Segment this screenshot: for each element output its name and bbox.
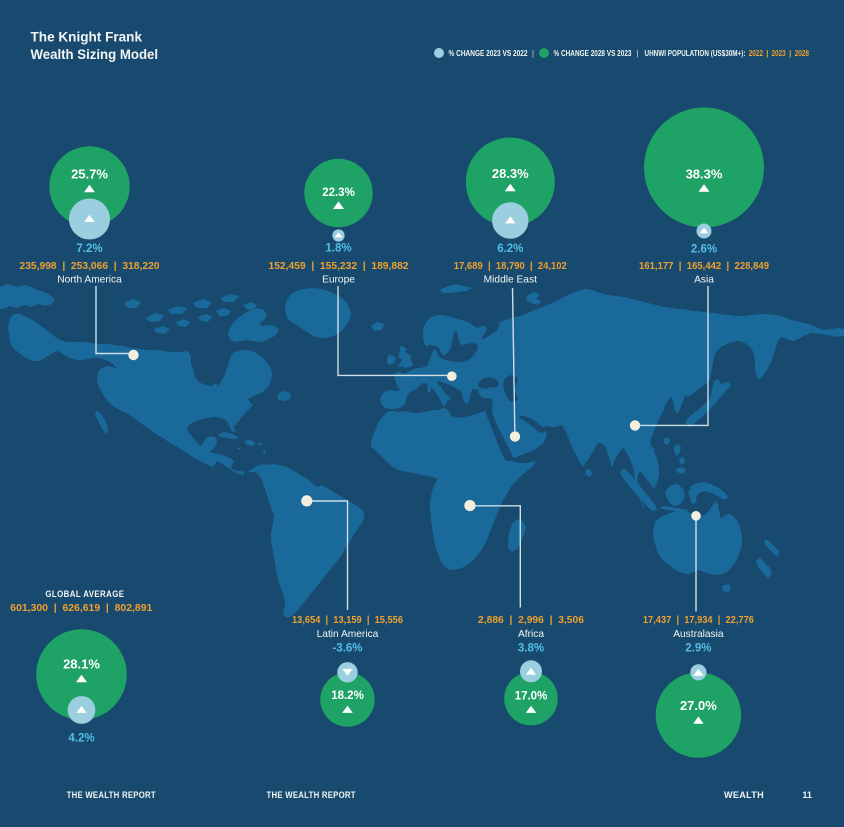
svg-text:25.7%: 25.7% bbox=[71, 167, 108, 182]
svg-text:Middle East: Middle East bbox=[484, 275, 537, 286]
svg-text:161,177 | 165,442 | 228,84: 161,177 | 165,442 | 228,849 bbox=[639, 260, 769, 272]
svg-text:UHNWI POPULATION (US$30M+):: UHNWI POPULATION (US$30M+): bbox=[645, 49, 746, 58]
svg-text:% CHANGE 2023 VS 2022: % CHANGE 2023 VS 2022 bbox=[449, 49, 529, 58]
svg-text:GLOBAL AVERAGE: GLOBAL AVERAGE bbox=[45, 589, 124, 600]
svg-text:2,886 | 2,996 | 3,506: 2,886 | 2,996 | 3,506 bbox=[478, 614, 584, 626]
svg-text:|: | bbox=[636, 49, 638, 58]
svg-text:18.2%: 18.2% bbox=[331, 690, 364, 702]
svg-text:2.9%: 2.9% bbox=[685, 642, 711, 654]
svg-text:Australasia: Australasia bbox=[673, 629, 724, 640]
svg-text:27.0%: 27.0% bbox=[680, 698, 717, 713]
svg-text:THE WEALTH REPORT: THE WEALTH REPORT bbox=[67, 789, 156, 800]
svg-text:|: | bbox=[532, 49, 534, 58]
svg-text:152,459 | 155,232 | 189,88: 152,459 | 155,232 | 189,882 bbox=[269, 260, 409, 272]
svg-text:Europe: Europe bbox=[322, 275, 355, 286]
svg-text:17,689 | 18,790 | 24,102: 17,689 | 18,790 | 24,102 bbox=[454, 260, 567, 272]
svg-text:The Knight Frank: The Knight Frank bbox=[31, 30, 143, 45]
svg-text:17.0%: 17.0% bbox=[515, 690, 548, 702]
svg-text:17,437 | 17,934 | 22,776: 17,437 | 17,934 | 22,776 bbox=[643, 614, 754, 626]
svg-text:2028: 2028 bbox=[795, 49, 810, 58]
svg-text:2023: 2023 bbox=[772, 49, 787, 58]
svg-text:28.1%: 28.1% bbox=[63, 657, 100, 672]
svg-text:-3.6%: -3.6% bbox=[332, 642, 362, 654]
svg-text:Africa: Africa bbox=[518, 629, 544, 640]
svg-text:28.3%: 28.3% bbox=[492, 166, 529, 181]
svg-text:13,654 | 13,159 | 15,556: 13,654 | 13,159 | 15,556 bbox=[292, 614, 403, 626]
svg-text:|: | bbox=[789, 49, 791, 58]
svg-text:601,300 | 626,619 | 802,89: 601,300 | 626,619 | 802,891 bbox=[10, 602, 152, 614]
svg-text:22.3%: 22.3% bbox=[322, 187, 355, 199]
svg-text:Latin America: Latin America bbox=[317, 629, 379, 640]
svg-text:1.8%: 1.8% bbox=[325, 242, 351, 254]
svg-text:2.6%: 2.6% bbox=[691, 243, 717, 255]
svg-text:38.3%: 38.3% bbox=[686, 167, 723, 182]
svg-text:7.2%: 7.2% bbox=[76, 243, 102, 255]
svg-text:Asia: Asia bbox=[694, 275, 714, 286]
svg-text:6.2%: 6.2% bbox=[497, 243, 523, 255]
svg-text:235,998 | 253,066 | 318,22: 235,998 | 253,066 | 318,220 bbox=[20, 260, 160, 272]
svg-text:4.2%: 4.2% bbox=[68, 733, 94, 745]
svg-text:|: | bbox=[766, 49, 768, 58]
svg-text:11: 11 bbox=[802, 789, 812, 800]
svg-text:WEALTH: WEALTH bbox=[724, 789, 764, 800]
svg-text:% CHANGE 2028 VS 2023: % CHANGE 2028 VS 2023 bbox=[554, 49, 633, 58]
svg-text:Wealth Sizing Model: Wealth Sizing Model bbox=[31, 47, 159, 62]
svg-text:THE WEALTH REPORT: THE WEALTH REPORT bbox=[267, 789, 356, 800]
svg-text:North America: North America bbox=[57, 275, 122, 286]
svg-text:3.8%: 3.8% bbox=[518, 642, 544, 654]
svg-text:2022: 2022 bbox=[749, 49, 764, 58]
